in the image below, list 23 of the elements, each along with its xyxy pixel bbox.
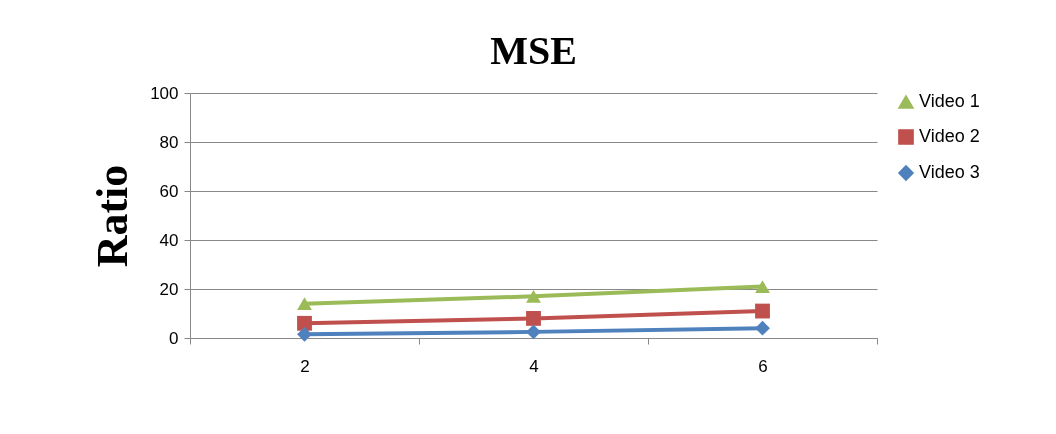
point [755, 280, 770, 293]
point [526, 310, 541, 326]
legend-label: Video 1 [919, 91, 980, 111]
x-tick-label: 4 [529, 356, 539, 376]
point [755, 303, 770, 319]
x-tick-label: 6 [758, 356, 768, 376]
point [755, 320, 770, 336]
point [297, 297, 312, 311]
y-tick-label: 0 [169, 328, 179, 348]
point [297, 326, 312, 342]
x-tick-label: 2 [300, 356, 310, 376]
point [526, 324, 541, 340]
y-tick-label: 80 [159, 132, 179, 152]
y-tick-label: 40 [159, 230, 179, 250]
y-tick-label: 20 [159, 279, 179, 299]
point [297, 315, 312, 331]
chart-title: MSE [490, 28, 577, 73]
legend-label: Video 2 [919, 126, 980, 146]
y-tick-label: 60 [159, 181, 179, 201]
point [526, 289, 541, 303]
y-tick-label: 100 [150, 83, 179, 103]
y-axis-title: Ratio [88, 164, 138, 268]
legend-label: Video 3 [919, 162, 980, 182]
